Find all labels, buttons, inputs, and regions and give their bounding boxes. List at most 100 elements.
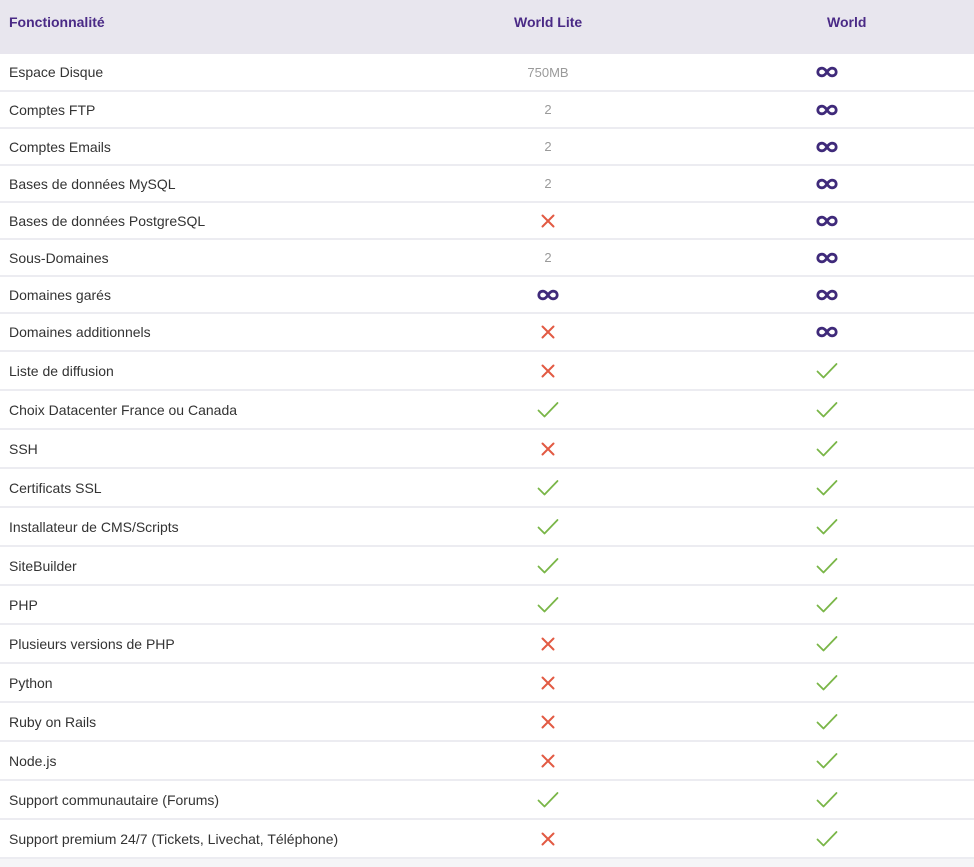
infinity-icon <box>816 178 838 190</box>
feature-label: SSH <box>0 429 392 469</box>
feature-label: Node.js <box>0 741 392 781</box>
cell-world-lite <box>392 585 704 625</box>
check-icon <box>816 713 838 731</box>
table-row: SSH <box>0 429 974 469</box>
check-icon <box>537 479 559 497</box>
check-icon <box>816 557 838 575</box>
cell-world <box>704 468 974 508</box>
check-icon <box>816 479 838 497</box>
feature-label: SiteBuilder <box>0 546 392 586</box>
feature-label: Installateur de CMS/Scripts <box>0 507 392 547</box>
cell-world <box>704 351 974 391</box>
feature-label: Domaines garés <box>0 276 392 314</box>
infinity-icon <box>816 289 838 301</box>
cell-world-lite <box>392 202 704 240</box>
cross-icon <box>540 675 556 691</box>
check-icon <box>537 518 559 536</box>
cell-world <box>704 128 974 166</box>
infinity-icon <box>816 141 838 153</box>
cell-world-lite <box>392 507 704 547</box>
cell-world <box>704 624 974 664</box>
table-row: Certificats SSL <box>0 468 974 508</box>
infinity-icon <box>816 104 838 116</box>
check-icon <box>816 674 838 692</box>
cell-world-lite: 2 <box>392 239 704 277</box>
cross-icon <box>540 213 556 229</box>
check-icon <box>816 518 838 536</box>
check-icon <box>537 401 559 419</box>
cell-world-lite <box>392 780 704 820</box>
infinity-icon <box>816 252 838 264</box>
table-row: Espace Disque 750MB <box>0 54 974 92</box>
cell-world <box>704 546 974 586</box>
cell-value: 750MB <box>527 64 569 80</box>
cross-icon <box>540 831 556 847</box>
cell-world <box>704 429 974 469</box>
infinity-icon <box>816 66 838 78</box>
feature-label: Ruby on Rails <box>0 702 392 742</box>
table-row: Bases de données MySQL 2 <box>0 165 974 203</box>
table-row: Plusieurs versions de PHP <box>0 624 974 664</box>
feature-label: Comptes FTP <box>0 91 392 129</box>
cell-world-lite <box>392 390 704 430</box>
feature-label: Python <box>0 663 392 703</box>
cell-world <box>704 819 974 859</box>
check-icon <box>816 401 838 419</box>
feature-label: Support communautaire (Forums) <box>0 780 392 820</box>
table-row: Liste de diffusion <box>0 351 974 391</box>
feature-label: Support premium 24/7 (Tickets, Livechat,… <box>0 819 392 859</box>
cell-world-lite: 750MB <box>392 54 704 92</box>
feature-label: PHP <box>0 585 392 625</box>
cell-value: 2 <box>544 250 552 265</box>
cell-world <box>704 91 974 129</box>
feature-label: Comptes Emails <box>0 128 392 166</box>
cell-world <box>704 54 974 92</box>
table-row: Sous-Domaines 2 <box>0 239 974 277</box>
cell-world <box>704 313 974 352</box>
feature-label: Domaines additionnels <box>0 313 392 352</box>
cell-value: 2 <box>544 139 552 154</box>
column-header-feature: Fonctionnalité <box>9 14 105 30</box>
table-header: Fonctionnalité World Lite World <box>0 0 974 54</box>
cross-icon <box>540 636 556 652</box>
table-row: Installateur de CMS/Scripts <box>0 507 974 547</box>
infinity-icon <box>816 215 838 227</box>
cell-world <box>704 507 974 547</box>
check-icon <box>816 752 838 770</box>
cell-value: 2 <box>544 176 552 191</box>
feature-label: Certificats SSL <box>0 468 392 508</box>
cell-world <box>704 165 974 203</box>
check-icon <box>816 596 838 614</box>
feature-label: Liste de diffusion <box>0 351 392 391</box>
table-row: Choix Datacenter France ou Canada <box>0 390 974 430</box>
feature-label: Espace Disque <box>0 54 392 92</box>
table-row: Node.js <box>0 741 974 781</box>
header-row: Fonctionnalité World Lite World <box>0 0 974 54</box>
table-row: Comptes Emails 2 <box>0 128 974 166</box>
table-row: Bases de données PostgreSQL <box>0 202 974 240</box>
cell-world-lite <box>392 663 704 703</box>
feature-label: Bases de données PostgreSQL <box>0 202 392 240</box>
table-row: Python <box>0 663 974 703</box>
table-row: SiteBuilder <box>0 546 974 586</box>
cross-icon <box>540 753 556 769</box>
check-icon <box>537 596 559 614</box>
table-footer-strip <box>0 859 974 867</box>
infinity-icon <box>816 326 838 338</box>
column-header-world: World <box>827 14 867 30</box>
cell-world-lite: 2 <box>392 91 704 129</box>
cell-world <box>704 741 974 781</box>
feature-label: Choix Datacenter France ou Canada <box>0 390 392 430</box>
cross-icon <box>540 324 556 340</box>
cell-world-lite <box>392 819 704 859</box>
cell-world <box>704 702 974 742</box>
cell-world-lite <box>392 429 704 469</box>
cell-world <box>704 390 974 430</box>
cell-world-lite <box>392 702 704 742</box>
table-row: Support communautaire (Forums) <box>0 780 974 820</box>
cell-world <box>704 780 974 820</box>
cell-world-lite <box>392 546 704 586</box>
table-row: Support premium 24/7 (Tickets, Livechat,… <box>0 819 974 859</box>
cross-icon <box>540 441 556 457</box>
